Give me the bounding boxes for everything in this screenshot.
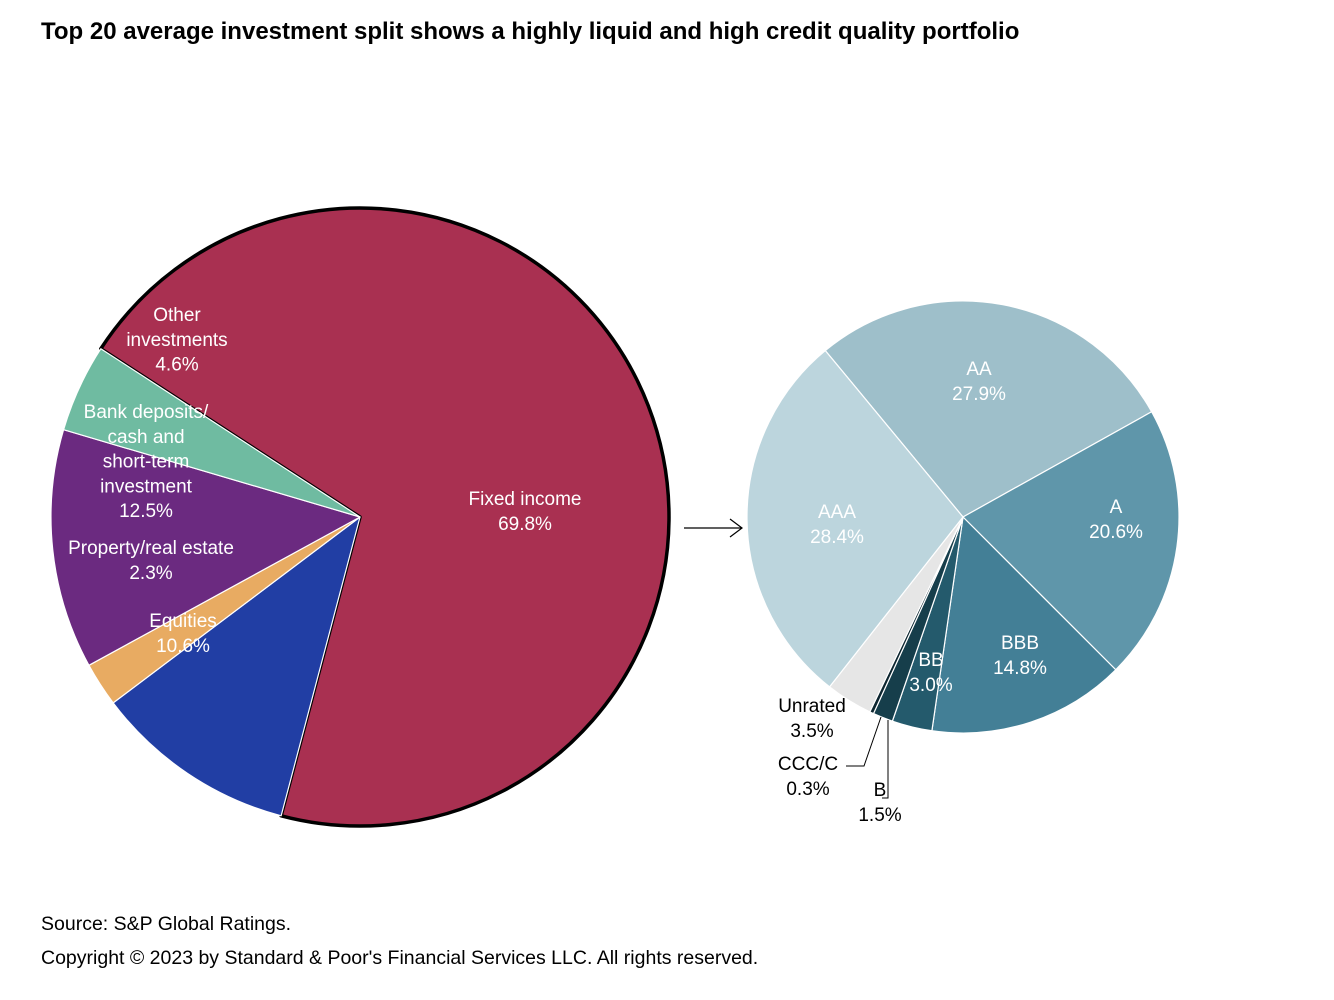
leader-b — [882, 720, 889, 799]
slice-fixed-income-outline — [99, 206, 671, 828]
slice-bbb — [931, 516, 1117, 734]
label-leader-lines — [846, 716, 889, 799]
slice-a — [962, 411, 1180, 671]
label-ccc-c: CCC/C 0.3% — [778, 754, 838, 800]
label-aaa: AAA 28.4% — [810, 502, 864, 548]
label-bbb: BBB 14.8% — [993, 633, 1047, 679]
slice-other — [62, 348, 361, 518]
investment-split-pie — [50, 206, 671, 828]
slice-labels: Fixed income 69.8% Equities 10.6% Property/r… — [68, 305, 1143, 826]
label-aa: AA 27.9% — [952, 359, 1006, 405]
source-note: Source: S&P Global Ratings. — [41, 913, 292, 935]
label-a: A 20.6% — [1089, 497, 1143, 543]
label-bank-deposits: Bank deposits/cash and short-term investme… — [84, 402, 209, 522]
label-unrated: Unrated 3.5% — [778, 696, 846, 742]
label-b: B 1.5% — [858, 780, 901, 826]
copyright-note: Copyright © 2023 by Standard & Poor's Fi… — [41, 947, 759, 969]
credit-quality-pie — [746, 300, 1180, 734]
slice-bank-deposits — [50, 429, 361, 666]
slice-equities — [112, 516, 361, 817]
pie-connector-arrow — [684, 518, 743, 538]
label-bb: BB 3.0% — [909, 650, 952, 696]
label-fixed-income: Fixed income 69.8% — [469, 489, 582, 535]
leader-ccc-c — [846, 716, 882, 767]
slice-aa — [824, 300, 1153, 518]
label-other: Other investments 4.6% — [126, 305, 227, 376]
slice-aaa — [746, 349, 964, 688]
label-property: Property/real estate 2.3% — [68, 538, 234, 584]
chart-title: Top 20 average investment split shows a … — [41, 18, 1020, 45]
label-equities: Equities 10.6% — [149, 611, 217, 657]
